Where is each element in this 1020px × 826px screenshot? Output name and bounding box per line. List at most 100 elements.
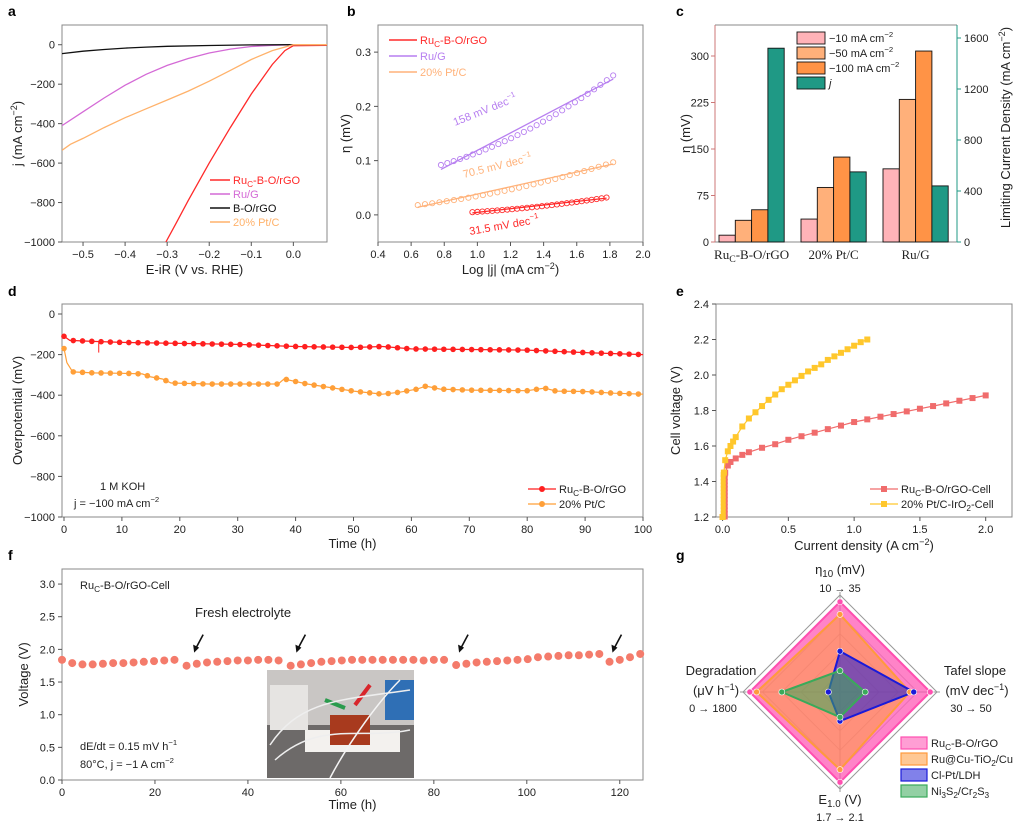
- legend-label: RuC-B-O/rGO: [420, 35, 488, 49]
- data-point: [88, 660, 97, 669]
- data-point: [192, 659, 201, 668]
- panel-a: −0.5 −0.4 −0.3 −0.2 −0.1 0.0 0 −200 −400 −600 −800…: [9, 24, 328, 277]
- panel-label-g: g: [676, 547, 685, 563]
- data-point-0: [218, 341, 225, 347]
- data-point-1: [515, 387, 521, 394]
- legend-label: 20% Pt/C-IrO2-Cell: [901, 499, 994, 513]
- data-point-0: [403, 345, 410, 352]
- data-point-0: [552, 348, 558, 355]
- data-point-1: [79, 369, 86, 376]
- data-point-1: [824, 356, 831, 363]
- panel-label-b: b: [347, 3, 356, 19]
- data-point-1: [720, 482, 726, 488]
- panel-label-e: e: [676, 283, 684, 299]
- data-point-1: [772, 391, 779, 398]
- x-tick-label: 0.0: [286, 249, 301, 261]
- data-point-1: [590, 86, 598, 93]
- fit-line-1: [440, 78, 614, 171]
- bar-0-2: [882, 168, 900, 243]
- data-point: [409, 655, 418, 664]
- data-point-1: [403, 388, 410, 394]
- y-tick-label: 3.0: [40, 579, 55, 591]
- data-point-1: [724, 448, 731, 455]
- data-point-0: [265, 342, 271, 349]
- y-tick-label: −1000: [24, 237, 55, 249]
- x-axis-label: Time (h): [329, 536, 377, 551]
- legend-label: Cl-Pt/LDH: [931, 770, 981, 782]
- data-point-0: [727, 458, 734, 465]
- data-point-1: [745, 415, 752, 422]
- data-point-0: [88, 338, 95, 345]
- bar-2-2: [915, 50, 933, 243]
- data-point-1: [851, 342, 858, 349]
- data-point: [358, 655, 367, 664]
- data-point-1: [478, 387, 484, 394]
- data-point: [348, 655, 357, 664]
- photo-blue-device: [385, 680, 414, 720]
- data-point-0: [311, 344, 317, 350]
- data-point-1: [495, 141, 502, 148]
- data-point: [119, 659, 128, 668]
- photo-wire: [329, 679, 401, 779]
- data-point-1: [265, 381, 271, 387]
- data-point-1: [292, 378, 299, 385]
- data-point-0: [496, 347, 503, 353]
- x-tick-label: 1.2: [503, 249, 518, 261]
- y-tick-label: 1.4: [694, 477, 709, 489]
- panel-b: 0.4 0.6 0.8 1.0 1.2 1.4 1.6 1.8 2.0 0.0 0.1 0.2 0.3 L…: [338, 24, 651, 277]
- data-point: [544, 652, 553, 661]
- data-point: [233, 656, 242, 665]
- fit-line-2: [417, 163, 614, 208]
- x-tick-label: 60: [405, 524, 417, 536]
- data-point-0: [553, 201, 560, 208]
- y-axis-label: j (mA cm−2): [9, 101, 25, 167]
- data-point-2: [566, 172, 573, 179]
- photo-green-clip: [324, 698, 346, 710]
- legend-swatch: [900, 752, 928, 766]
- radar-point-3: [778, 688, 786, 696]
- data-point-1: [437, 161, 444, 169]
- data-point-1: [302, 380, 308, 387]
- data-point-1: [459, 387, 466, 393]
- data-point-0: [385, 344, 392, 350]
- data-point-1: [559, 107, 566, 114]
- radar-point-1: [836, 611, 844, 618]
- radar-point-0: [746, 688, 754, 696]
- data-point-1: [598, 389, 605, 396]
- data-point-0: [283, 343, 290, 349]
- data-point-1: [727, 443, 734, 449]
- data-point-0: [246, 342, 253, 348]
- legend-marker: [539, 501, 545, 507]
- data-point-1: [496, 387, 503, 394]
- legend-label: −10 mA cm−2: [829, 30, 893, 45]
- x-tick-label: 2.0: [635, 249, 650, 261]
- data-point-0: [357, 344, 364, 351]
- x-tick-label: 80: [428, 787, 440, 799]
- data-point: [58, 655, 66, 664]
- plot-frame: [61, 24, 328, 243]
- data-point-0: [916, 405, 923, 412]
- data-point-1: [413, 386, 419, 393]
- data-point-1: [720, 496, 726, 502]
- data-point-1: [752, 409, 759, 416]
- x-tick-label: 100: [518, 787, 536, 799]
- photo-wire: [274, 729, 411, 761]
- y-right-tick-label: 1600: [964, 33, 988, 45]
- x-tick-label: 70: [463, 524, 475, 536]
- annotation-conditions: 80°C, j = −1 A cm−2: [80, 756, 174, 771]
- x-tick-label: 20: [149, 787, 161, 799]
- photo-red-clip: [353, 683, 372, 707]
- data-point-1: [153, 375, 160, 381]
- legend-swatch: [796, 31, 826, 45]
- legend-label: RuC-B-O/rGO-Cell: [901, 484, 991, 498]
- legend-label: Ru@Cu-TiO2/Cu: [931, 754, 1013, 768]
- bar-3-1: [849, 171, 867, 243]
- data-point-0: [394, 344, 401, 351]
- x-tick-label: 1.8: [602, 249, 617, 261]
- data-point-0: [759, 444, 766, 451]
- y-tick-label: 2.2: [694, 335, 709, 347]
- data-point-0: [339, 344, 345, 351]
- data-point-1: [720, 479, 726, 484]
- y-tick-label: −600: [30, 431, 55, 443]
- data-point-0: [824, 426, 831, 433]
